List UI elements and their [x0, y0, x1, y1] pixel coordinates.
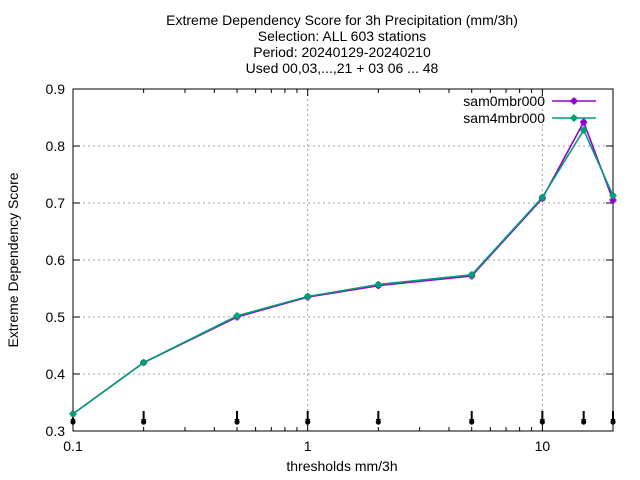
data-point-marker-box	[581, 119, 587, 125]
threshold-marker	[610, 411, 616, 425]
threshold-marker	[581, 411, 587, 425]
title-line-2: Selection: ALL 603 stations	[258, 28, 426, 44]
x-tick-label: 10	[535, 438, 551, 454]
series-layer	[69, 118, 617, 418]
legend-label: sam0mbr000	[463, 93, 545, 109]
y-tick-label: 0.4	[46, 366, 66, 382]
data-point	[304, 292, 312, 300]
series-sam4mbr000	[69, 126, 617, 418]
y-tick-label: 0.3	[46, 423, 66, 439]
data-point-marker-box	[539, 194, 545, 200]
title-line-4: Used 00,03,...,21 + 03 06 ... 48	[246, 60, 439, 76]
y-axis-label: Extreme Dependency Score	[5, 172, 21, 347]
data-point	[580, 126, 588, 134]
y-tick-label: 0.9	[46, 81, 66, 97]
data-point	[140, 359, 148, 367]
threshold-marker-dot	[375, 419, 381, 425]
data-point	[374, 281, 382, 289]
series-line	[72, 128, 614, 415]
data-point-marker-box	[70, 411, 76, 417]
threshold-marker	[375, 411, 381, 425]
plot-border	[72, 88, 614, 432]
data-point-marker-box	[234, 313, 240, 319]
y-tick-label: 0.8	[46, 138, 66, 154]
x-axis-label: thresholds mm/3h	[286, 458, 397, 474]
threshold-marker-dot	[610, 419, 616, 425]
y-tick-label: 0.6	[46, 252, 66, 268]
series-sam0mbr000	[69, 118, 617, 418]
threshold-marker-dot	[234, 419, 240, 425]
threshold-marker	[469, 411, 475, 425]
data-point	[538, 193, 546, 201]
chart-title: Extreme Dependency Score for 3h Precipit…	[166, 12, 518, 76]
x-tick-label: 0.1	[63, 438, 83, 454]
title-line-1: Extreme Dependency Score for 3h Precipit…	[166, 12, 518, 28]
threshold-marker-dot	[305, 419, 311, 425]
threshold-marker	[234, 411, 240, 425]
x-tick-label: 1	[304, 438, 312, 454]
grid-lines	[72, 88, 613, 432]
threshold-marker-dot	[70, 419, 76, 425]
data-point-marker-box	[581, 127, 587, 133]
y-tick-label: 0.7	[46, 195, 66, 211]
data-point	[609, 192, 617, 200]
data-point-marker-box	[305, 293, 311, 299]
y-tick-label: 0.5	[46, 309, 66, 325]
data-point	[580, 118, 588, 126]
series-line	[72, 120, 614, 415]
legend-marker-box	[571, 98, 577, 104]
data-point	[233, 312, 241, 320]
data-point-marker-box	[610, 193, 616, 199]
data-point-marker-box	[141, 360, 147, 366]
threshold-marker-dot	[469, 419, 475, 425]
threshold-marker	[305, 411, 311, 425]
data-point	[69, 410, 77, 418]
threshold-marker	[539, 411, 545, 425]
title-line-3: Period: 20240129-20240210	[253, 44, 431, 60]
data-point	[468, 271, 476, 279]
axes: 0.3 0.4 0.5 0.6 0.7 0.8 0.9 0.1 1 10	[46, 81, 614, 454]
data-point-marker-box	[610, 197, 616, 203]
sample-markers	[70, 411, 616, 425]
legend-label: sam4mbr000	[463, 110, 545, 126]
legend-marker-box	[571, 115, 577, 121]
legend-entry: sam0mbr000	[463, 93, 596, 109]
threshold-marker-dot	[539, 419, 545, 425]
threshold-marker-dot	[141, 419, 147, 425]
data-point-marker-box	[469, 272, 475, 278]
legend-entry: sam4mbr000	[463, 110, 596, 126]
threshold-marker-dot	[581, 419, 587, 425]
data-point-marker-box	[375, 282, 381, 288]
threshold-marker	[141, 411, 147, 425]
